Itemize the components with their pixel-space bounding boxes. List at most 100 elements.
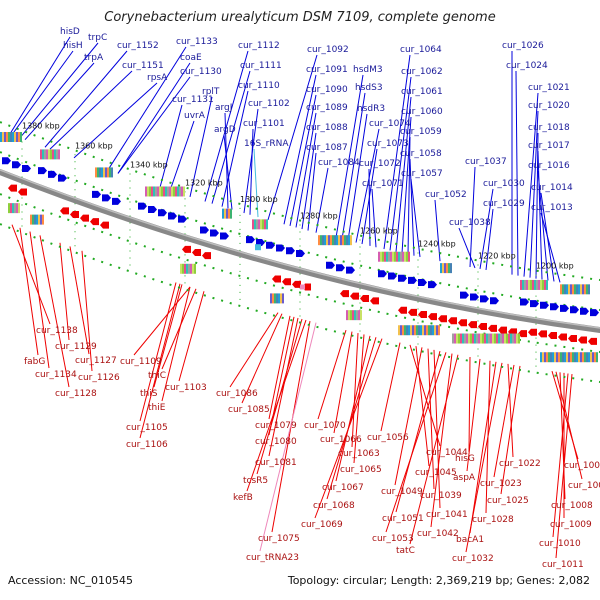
top-gene-label: cur_1087: [306, 143, 348, 153]
function-color-block: [157, 186, 159, 197]
function-color-block: [153, 186, 155, 197]
function-color-block: [496, 333, 498, 344]
top-gene-label: cur_1074: [369, 119, 411, 129]
function-color-block: [18, 132, 20, 142]
top-gene-label: cur_1101: [243, 119, 285, 129]
function-color-block: [570, 352, 572, 363]
forward-gene-arrow: [276, 244, 285, 252]
reverse-gene-arrow: [80, 214, 89, 222]
forward-gene-arrow: [178, 215, 187, 223]
forward-gene-arrow: [326, 261, 335, 269]
function-color-block: [4, 132, 6, 142]
reverse-gene-arrow: [478, 323, 487, 331]
top-leader-line: [243, 108, 259, 214]
top-gene-label: cur_1062: [401, 67, 443, 77]
bottom-gene-label: cur_1042: [417, 529, 459, 539]
forward-gene-arrow: [346, 266, 355, 274]
bottom-gene-label: cur_1127: [75, 356, 117, 366]
function-color-block: [586, 284, 588, 295]
function-color-block: [554, 352, 556, 363]
function-color-block: [470, 333, 472, 344]
function-color-block: [378, 251, 380, 262]
function-color-block: [398, 325, 400, 336]
function-color-block: [183, 186, 185, 197]
function-color-block: [400, 251, 402, 262]
bottom-leader-line: [314, 338, 383, 519]
bottom-leader-line: [409, 344, 441, 447]
map-title: Corynebacterium urealyticum DSM 7109, co…: [104, 10, 496, 25]
function-color-block: [424, 325, 426, 336]
bottom-gene-label: bacA1: [456, 535, 484, 545]
forward-gene-arrow: [112, 197, 121, 205]
bottom-leader-line: [465, 362, 503, 553]
top-gene-label: argD: [214, 125, 236, 135]
reverse-gene-arrow: [408, 308, 417, 316]
top-gene-label: cur_1064: [400, 45, 442, 55]
bottom-gene-label: fabG: [24, 357, 45, 367]
function-color-block: [544, 352, 546, 363]
forward-gene-arrow: [296, 249, 305, 257]
bottom-leader-line: [246, 319, 307, 492]
forward-gene-arrow: [220, 232, 229, 240]
bottom-leader-line: [351, 333, 359, 448]
top-leader-line: [335, 74, 364, 238]
bottom-leader-line: [133, 286, 191, 356]
function-color-block: [177, 186, 179, 197]
function-color-block: [350, 235, 352, 246]
function-color-block: [180, 263, 182, 274]
function-color-block: [149, 186, 151, 197]
function-color-block: [454, 333, 456, 344]
top-gene-label: cur_1131: [172, 95, 214, 105]
function-color-block: [522, 279, 524, 290]
top-leader-line: [253, 148, 259, 218]
function-color-block: [466, 333, 468, 344]
forward-gene-arrow: [460, 291, 469, 299]
top-gene-label: cur_1030: [483, 179, 525, 189]
function-color-block: [494, 333, 496, 344]
function-color-block: [508, 333, 510, 344]
function-color-block: [410, 325, 412, 336]
function-color-block: [580, 284, 582, 295]
function-color-block: [344, 235, 346, 246]
top-leader-line: [44, 50, 128, 148]
function-color-block: [42, 149, 44, 160]
function-color-block: [530, 279, 532, 290]
function-color-block: [16, 203, 18, 214]
reverse-gene-arrow: [8, 184, 17, 192]
kbp-tick-label: 1220 kbp: [478, 252, 516, 261]
top-leader-line: [249, 128, 254, 215]
bottom-gene-label: cur_1106: [126, 440, 168, 450]
top-leader-line: [189, 96, 213, 198]
kbp-tick-label: 1320 kbp: [185, 178, 223, 187]
function-color-block: [182, 263, 184, 274]
top-strand-labels: hisD hisH trpC trpA cur_1152 cur_1151 rpsA cur_…: [60, 27, 573, 228]
function-color-block: [258, 219, 260, 230]
top-gene-label: cur_1059: [400, 127, 442, 137]
top-gene-label: cur_1152: [117, 41, 159, 51]
bottom-leader-line: [395, 350, 441, 513]
reverse-gene-arrow: [518, 330, 527, 338]
top-leader-line: [107, 46, 187, 171]
top-gene-label: cur_1024: [506, 61, 548, 71]
function-color-block: [276, 293, 278, 304]
function-color-block: [502, 333, 504, 344]
top-leader-line: [458, 227, 476, 269]
function-color-block: [420, 325, 422, 336]
reverse-gene-arrow: [272, 275, 281, 283]
forward-gene-arrow: [470, 293, 479, 301]
function-color-block: [458, 333, 460, 344]
bottom-leader-line: [161, 286, 191, 402]
function-color-block: [450, 263, 452, 274]
function-color-block: [560, 352, 562, 363]
bottom-gene-label: cur_1032: [452, 554, 494, 564]
reverse-gene-arrow: [70, 210, 79, 218]
function-color-block: [520, 279, 522, 290]
function-color-block: [16, 132, 18, 142]
forward-gene-arrow: [12, 161, 21, 169]
bottom-gene-label: thiS: [140, 389, 158, 399]
top-leader-line: [315, 167, 329, 233]
function-color-block: [346, 235, 348, 246]
top-gene-label: cur_1088: [306, 123, 348, 133]
bottom-gene-label: cur_1075: [258, 534, 300, 544]
function-color-block: [14, 203, 16, 214]
